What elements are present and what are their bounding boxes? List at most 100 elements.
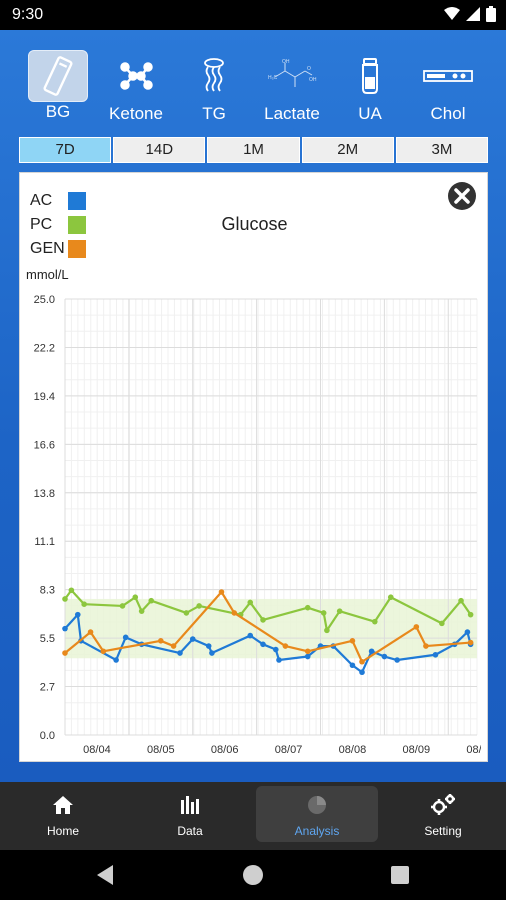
signal-icon: [466, 7, 480, 21]
x-tick-label: 08/08: [339, 744, 367, 756]
category-lactate[interactable]: H₃C OH O OH Lactate: [254, 48, 330, 126]
data-point-pc: [387, 594, 394, 601]
data-point-gen: [87, 629, 94, 635]
recents-icon[interactable]: [387, 862, 413, 888]
category-ketone[interactable]: Ketone: [98, 48, 174, 126]
category-label: Lactate: [264, 104, 320, 123]
nav-analysis[interactable]: Analysis: [256, 786, 378, 842]
bar-chart-icon: [181, 796, 199, 814]
y-tick-label: 8.3: [40, 585, 55, 597]
category-label: UA: [358, 104, 382, 123]
period-3m[interactable]: 3M: [395, 137, 489, 163]
category-label: Chol: [430, 104, 466, 123]
molecule-icon: [120, 62, 153, 90]
data-point-pc: [260, 617, 266, 623]
legend-item-ac: AC: [30, 189, 86, 213]
nav-data[interactable]: Data: [129, 786, 251, 842]
chol-strip-icon: [423, 70, 473, 82]
data-point-gen: [100, 648, 107, 655]
data-point-ac: [113, 657, 119, 663]
category-ua[interactable]: UA: [332, 48, 408, 126]
x-tick-label: 08/07: [275, 744, 303, 756]
home-icon: [53, 796, 73, 814]
bottom-nav: Home Data Analysis: [0, 782, 506, 850]
data-point-ac: [247, 632, 254, 639]
category-bar: BG Ketone: [20, 48, 496, 128]
y-tick-label: 5.5: [40, 633, 55, 645]
lipid-icon: [204, 58, 224, 92]
data-point-ac: [189, 636, 196, 642]
x-tick-label: 08/09: [403, 744, 431, 756]
chemical-structure-icon: H₃C OH O OH: [268, 59, 317, 87]
gear-icon: [431, 794, 455, 815]
legend-item-pc: PC: [30, 213, 86, 237]
status-time: 9:30: [12, 6, 44, 23]
data-point-ac: [205, 643, 212, 649]
data-point-pc: [138, 608, 145, 614]
period-7d[interactable]: 7D: [19, 137, 112, 163]
chart-card: 25.0 22.2 19.4 16.6 13.8 11.1 8.3 5.5 2.7 0.0 08/0…: [19, 172, 488, 762]
category-label: Ketone: [109, 104, 163, 123]
x-tick-label: 08/06: [211, 744, 239, 756]
y-tick-label: 19.4: [34, 391, 55, 403]
vial-icon: [362, 58, 378, 94]
category-label: BG: [45, 102, 71, 121]
close-icon[interactable]: [447, 181, 477, 211]
chart-title: Glucose: [221, 214, 288, 234]
x-tick-label: 08/10: [466, 744, 489, 756]
period-2m[interactable]: 2M: [301, 137, 394, 163]
data-point-pc: [247, 599, 254, 606]
data-point-gen: [413, 624, 420, 630]
data-point-ac: [394, 657, 400, 663]
nav-setting[interactable]: Setting: [382, 786, 504, 842]
data-point-gen: [218, 589, 225, 595]
wifi-icon: [444, 7, 460, 20]
y-tick-label: 22.2: [34, 342, 55, 354]
data-point-ac: [260, 641, 266, 648]
data-point-pc: [196, 603, 202, 609]
svg-text:O: O: [307, 66, 311, 72]
status-bar: 9:30: [0, 0, 506, 30]
svg-text:H₃C: H₃C: [268, 75, 278, 81]
nav-label: Analysis: [294, 824, 340, 838]
data-point-ac: [74, 611, 81, 618]
y-tick-label: 25.0: [34, 294, 55, 306]
category-bg[interactable]: BG: [20, 48, 96, 126]
data-point-pc: [439, 620, 445, 627]
category-chol[interactable]: Chol: [410, 48, 486, 126]
period-1m[interactable]: 1M: [207, 137, 300, 163]
back-icon[interactable]: [93, 862, 119, 888]
battery-icon: [486, 6, 496, 22]
y-tick-label: 2.7: [40, 682, 55, 694]
data-point-gen: [231, 610, 238, 616]
nav-home[interactable]: Home: [2, 786, 124, 842]
x-tick-label: 08/05: [147, 744, 175, 756]
legend-swatch-gen: [68, 240, 86, 258]
data-point-pc: [148, 597, 155, 604]
glucose-chart: 25.0 22.2 19.4 16.6 13.8 11.1 8.3 5.5 2.7 0.0 08/0…: [34, 294, 489, 756]
period-14d[interactable]: 14D: [113, 137, 206, 163]
data-point-ac: [272, 646, 279, 653]
pie-chart-icon: [308, 796, 326, 814]
data-point-pc: [81, 601, 87, 607]
data-point-ac: [276, 657, 282, 663]
y-axis-unit: mmol/L: [26, 267, 69, 282]
category-tg[interactable]: TG: [176, 48, 252, 126]
data-point-gen: [359, 658, 365, 665]
data-point-pc: [132, 594, 139, 601]
data-point-pc: [304, 604, 311, 611]
home-circle-icon[interactable]: [240, 862, 266, 888]
data-point-pc: [458, 597, 464, 604]
data-point-gen: [304, 648, 311, 655]
data-point-gen: [170, 643, 177, 649]
legend-swatch-pc: [68, 216, 86, 234]
y-tick-label: 16.6: [34, 439, 55, 451]
data-point-pc: [371, 618, 378, 625]
system-nav-bar: [0, 850, 506, 900]
data-point-ac: [349, 662, 356, 669]
legend: AC PC GEN: [30, 189, 86, 261]
data-point-pc: [336, 608, 343, 614]
data-point-ac: [304, 653, 311, 660]
x-tick-label: 08/04: [83, 744, 111, 756]
data-point-gen: [467, 639, 474, 646]
